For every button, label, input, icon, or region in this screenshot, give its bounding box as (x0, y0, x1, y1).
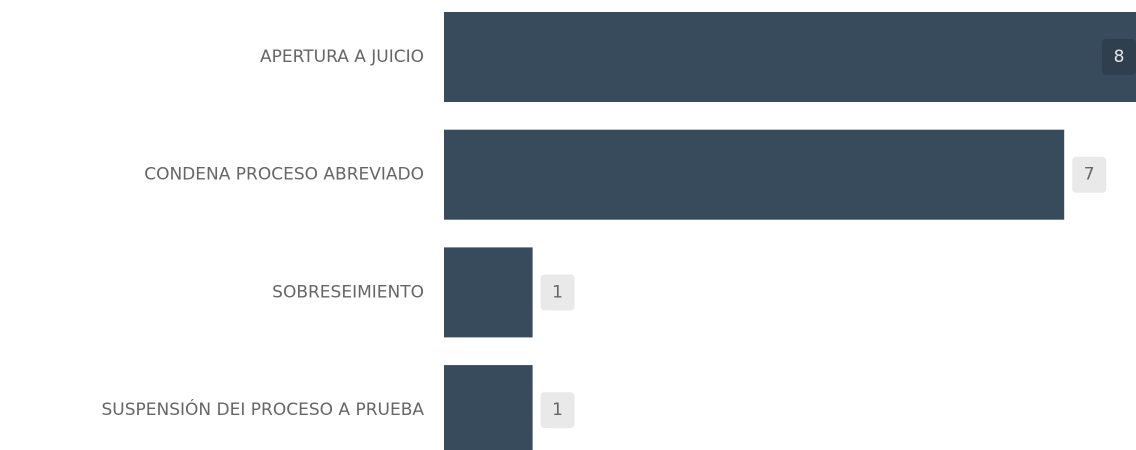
bar (444, 365, 533, 450)
value-badge (540, 274, 575, 311)
bar (444, 12, 1136, 102)
value-badge (1102, 39, 1136, 75)
value-badge (540, 392, 575, 429)
value-label: 1 (552, 282, 563, 302)
value-badge (1072, 156, 1107, 193)
category-label: SOBRESEIMIENTO (272, 282, 424, 302)
value-label: 1 (552, 400, 563, 420)
value-label: 8 (1114, 47, 1125, 67)
category-label: SUSPENSIÓN DEI PROCESO A PRUEBA (102, 398, 425, 420)
category-label: CONDENA PROCESO ABREVIADO (144, 165, 424, 185)
bar (444, 247, 533, 338)
bar (444, 129, 1065, 220)
category-label: APERTURA A JUICIO (260, 47, 424, 67)
value-label: 7 (1084, 165, 1095, 185)
